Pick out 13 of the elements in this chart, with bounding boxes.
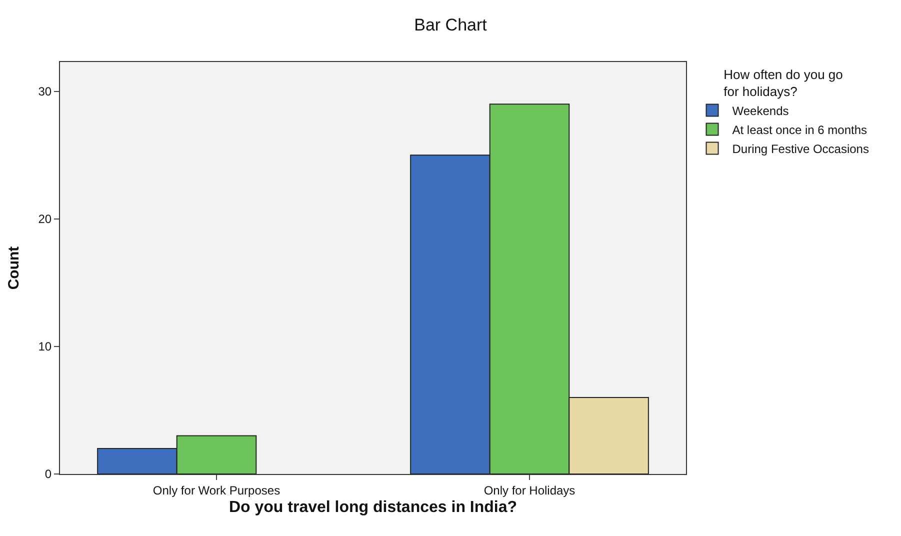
chart-title: Bar Chart: [414, 16, 488, 35]
y-axis-title: Count: [5, 246, 22, 290]
x-tick-label: Only for Work Purposes: [152, 483, 280, 498]
x-axis-title: Do you travel long distances in India?: [228, 499, 518, 516]
y-tick-label: 10: [38, 340, 52, 354]
legend-label: Weekends: [732, 104, 789, 118]
y-tick-label: 0: [44, 467, 52, 482]
legend-label: During Festive Occasions: [732, 142, 869, 156]
y-tick-label: 30: [38, 84, 52, 99]
y-tick-label: 20: [38, 212, 52, 226]
legend-title: How often do you go for holidays?: [724, 66, 843, 99]
x-tick-label: Only for Holidays: [484, 483, 576, 498]
legend-label: At least once in 6 months: [732, 122, 868, 137]
